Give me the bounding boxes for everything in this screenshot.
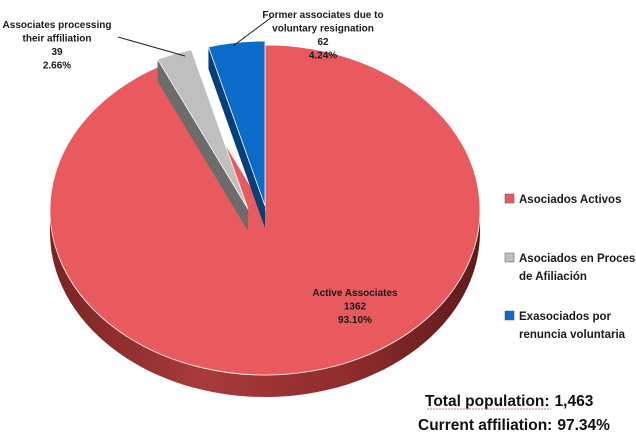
- current-affiliation-label: Current affiliation:: [418, 417, 552, 433]
- pie-slice-former: [207, 40, 266, 228]
- legend-label-line: renuncia voluntaria: [519, 329, 626, 341]
- legend-label: Asociados Activos: [519, 194, 621, 206]
- summary-block: Total population: 1,463 Current affiliati…: [418, 393, 610, 433]
- data-label-line: Associates processing: [3, 20, 112, 31]
- pie-slices: [49, 40, 481, 397]
- legend-item: Asociados Activos: [504, 193, 621, 206]
- data-labels: Active Associates 1362 93.10% Associates pr…: [3, 10, 399, 326]
- data-label-line: Active Associates: [312, 288, 398, 299]
- callout-line-processing: [117, 36, 186, 57]
- data-label-line: Former associates due to: [262, 10, 383, 21]
- legend-swatch: [504, 252, 515, 263]
- legend-label: Exasociados por renuncia voluntaria: [519, 311, 626, 341]
- legend: Asociados Activos Asociados en Proceso de …: [504, 193, 636, 341]
- legend-label-line: Asociados en Proceso: [519, 253, 636, 265]
- total-population-label: Total population:: [425, 393, 550, 410]
- data-label-line: voluntary resignation: [272, 24, 374, 35]
- legend-label-line: de Afiliación: [519, 271, 587, 283]
- legend-swatch: [504, 310, 515, 321]
- pie-top-processing: [157, 49, 249, 210]
- data-label-active: Active Associates 1362 93.10%: [312, 288, 398, 326]
- data-label-line: 93.10%: [338, 315, 372, 326]
- data-label-line: 1362: [344, 302, 367, 313]
- legend-swatch: [504, 193, 515, 204]
- data-label-line: 4.24%: [309, 51, 337, 62]
- pie-top-former: [207, 40, 266, 207]
- data-label-former: Former associates due to voluntary resign…: [262, 10, 383, 62]
- pie-wall-former-0: [208, 46, 265, 228]
- data-label-line: 39: [51, 47, 63, 58]
- current-affiliation-text: Current affiliation: 97.34%: [418, 417, 610, 433]
- total-population-value: 1,463: [555, 393, 594, 410]
- data-label-line: 2.66%: [43, 61, 71, 72]
- callout-line-former: [232, 16, 273, 47]
- legend-label: Asociados en Proceso de Afiliación: [519, 253, 636, 283]
- legend-label-line: Asociados Activos: [519, 194, 621, 206]
- current-affiliation-value: 97.34%: [557, 417, 610, 433]
- data-label-line: 62: [317, 37, 329, 48]
- callout-lines: [117, 16, 273, 57]
- legend-label-line: Exasociados por: [519, 311, 612, 323]
- data-label-processing: Associates processing their affiliation 39…: [3, 20, 112, 72]
- data-label-line: their affiliation: [23, 34, 92, 45]
- pie-wall-processing-0: [157, 59, 248, 231]
- pie-slice-processing: [157, 49, 249, 231]
- legend-item: Asociados en Proceso de Afiliación: [504, 252, 636, 283]
- legend-item: Exasociados por renuncia voluntaria: [504, 310, 626, 341]
- total-population-text: Total population: 1,463: [425, 393, 594, 410]
